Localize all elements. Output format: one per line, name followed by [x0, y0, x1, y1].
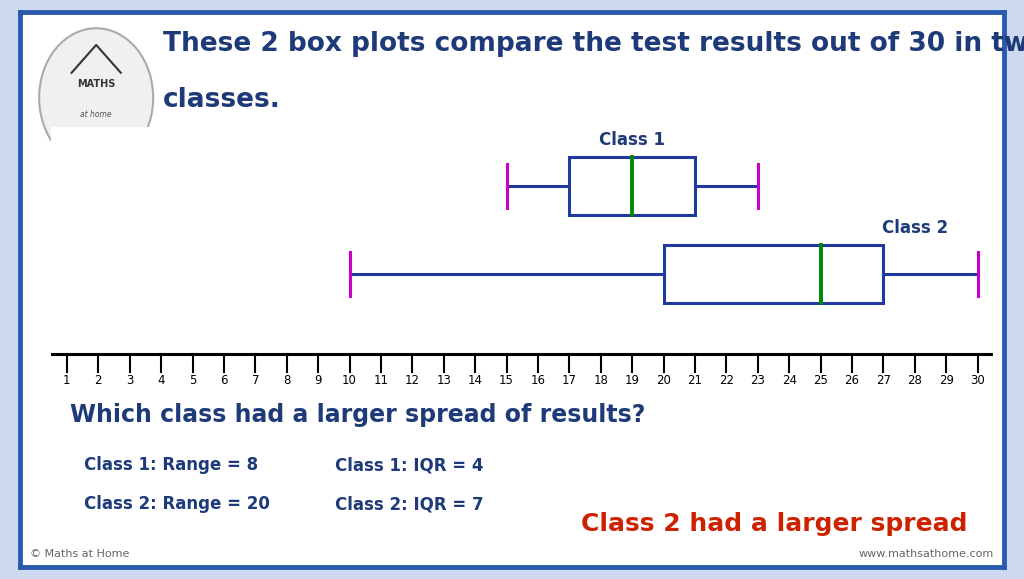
Text: 24: 24	[781, 374, 797, 387]
Text: 16: 16	[530, 374, 546, 387]
Text: 2: 2	[94, 374, 102, 387]
Ellipse shape	[39, 28, 154, 167]
Text: 22: 22	[719, 374, 734, 387]
Text: 9: 9	[314, 374, 322, 387]
Text: 1: 1	[63, 374, 71, 387]
FancyBboxPatch shape	[664, 244, 884, 303]
Text: Which class had a larger spread of results?: Which class had a larger spread of resul…	[70, 404, 645, 427]
Text: 29: 29	[939, 374, 953, 387]
Text: 26: 26	[845, 374, 859, 387]
Text: 20: 20	[656, 374, 671, 387]
Text: 21: 21	[687, 374, 702, 387]
Text: 13: 13	[436, 374, 452, 387]
Text: 25: 25	[813, 374, 828, 387]
Text: 30: 30	[970, 374, 985, 387]
Text: www.mathsathome.com: www.mathsathome.com	[858, 549, 993, 559]
Text: at home: at home	[80, 110, 112, 119]
Text: Class 2: Range = 20: Class 2: Range = 20	[84, 495, 270, 513]
Text: 18: 18	[593, 374, 608, 387]
Text: Class 2: Class 2	[882, 219, 948, 237]
Text: 10: 10	[342, 374, 357, 387]
Text: classes.: classes.	[163, 87, 281, 113]
Text: 14: 14	[468, 374, 482, 387]
Text: 28: 28	[907, 374, 923, 387]
Text: 23: 23	[751, 374, 765, 387]
Text: 19: 19	[625, 374, 640, 387]
Text: 7: 7	[252, 374, 259, 387]
Text: 17: 17	[562, 374, 577, 387]
Text: 3: 3	[126, 374, 133, 387]
Text: Class 1: Class 1	[599, 131, 666, 149]
Text: These 2 box plots compare the test results out of 30 in two: These 2 box plots compare the test resul…	[163, 31, 1024, 57]
Text: © Maths at Home: © Maths at Home	[31, 549, 130, 559]
Text: 11: 11	[374, 374, 388, 387]
Text: 5: 5	[188, 374, 197, 387]
Text: 12: 12	[404, 374, 420, 387]
Text: Class 2: IQR = 7: Class 2: IQR = 7	[335, 495, 483, 513]
Text: 8: 8	[283, 374, 291, 387]
Text: 15: 15	[499, 374, 514, 387]
Text: Class 2 had a larger spread: Class 2 had a larger spread	[581, 512, 968, 536]
Text: 6: 6	[220, 374, 227, 387]
Text: MATHS: MATHS	[77, 79, 116, 89]
Text: Class 1: IQR = 4: Class 1: IQR = 4	[335, 456, 483, 474]
Text: 27: 27	[876, 374, 891, 387]
Text: Class 1: Range = 8: Class 1: Range = 8	[84, 456, 258, 474]
Text: 4: 4	[158, 374, 165, 387]
FancyBboxPatch shape	[569, 157, 695, 215]
